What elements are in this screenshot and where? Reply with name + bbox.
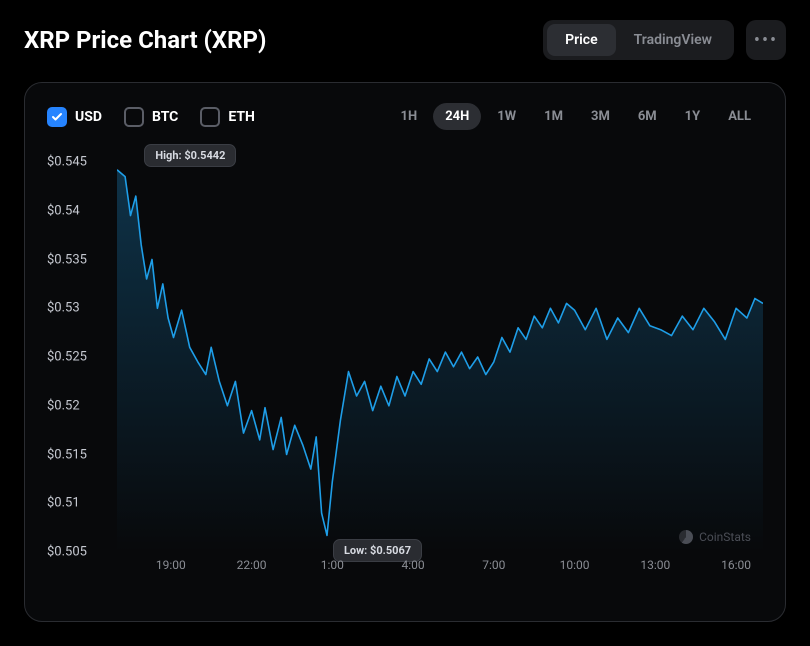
x-tick-label: 19:00 [156,558,186,572]
range-btn-6m[interactable]: 6M [626,103,669,130]
view-tabset: PriceTradingView [543,20,734,60]
chart-card: USD BTC ETH 1H24H1W1M3M6M1YALL $0.545 $0.54… [24,82,786,622]
checkbox-icon [47,107,67,127]
currency-toggle-btc[interactable]: BTC [124,107,178,127]
more-button[interactable]: ••• [746,20,786,60]
currency-toggle-eth[interactable]: ETH [200,107,255,127]
x-axis: 19:00 22:00 1:00 4:00 7:00 10:00 13:00 16:00 [117,558,763,582]
range-btn-1m[interactable]: 1M [532,103,575,130]
y-tick-label: $0.51 [47,496,80,511]
view-tab-tradingview[interactable]: TradingView [616,24,730,56]
y-tick-label: $0.505 [47,545,87,560]
coinstats-icon [679,530,693,544]
y-tick-label: $0.525 [47,350,87,365]
y-tick-label: $0.535 [47,252,87,267]
x-tick-label: 7:00 [482,558,505,572]
currency-label: ETH [228,109,255,125]
range-btn-3m[interactable]: 3M [579,103,622,130]
page-title: XRP Price Chart (XRP) [24,26,266,54]
chart-svg-wrap: High: $0.5442Low: $0.5067CoinStats [117,162,763,552]
y-axis: $0.545$0.54$0.535$0.53$0.525$0.52$0.515$… [47,162,107,552]
y-tick-label: $0.515 [47,447,87,462]
checkbox-icon [124,107,144,127]
watermark: CoinStats [679,530,751,544]
y-tick-label: $0.545 [47,155,87,170]
range-btn-24h[interactable]: 24H [433,103,481,130]
x-tick-label: 4:00 [402,558,425,572]
currency-label: BTC [152,109,178,125]
range-btn-all[interactable]: ALL [716,103,763,130]
checkbox-icon [200,107,220,127]
currency-toggle-usd[interactable]: USD [47,107,102,127]
range-btn-1h[interactable]: 1H [389,103,430,130]
watermark-label: CoinStats [699,530,751,544]
range-btn-1y[interactable]: 1Y [673,103,713,130]
currency-toggle-group: USD BTC ETH [47,107,255,127]
x-tick-label: 13:00 [640,558,670,572]
ellipsis-icon: ••• [754,30,778,51]
x-tick-label: 1:00 [321,558,344,572]
price-line-chart [117,162,763,552]
currency-label: USD [75,109,102,125]
high-annotation: High: $0.5442 [144,144,236,167]
range-btn-1w[interactable]: 1W [485,103,528,130]
x-tick-label: 22:00 [237,558,267,572]
chart-plot-area: $0.545$0.54$0.535$0.53$0.525$0.52$0.515$… [47,162,763,582]
x-tick-label: 16:00 [721,558,751,572]
x-tick-label: 10:00 [560,558,590,572]
y-tick-label: $0.54 [47,203,80,218]
view-tab-price[interactable]: Price [547,24,616,56]
y-tick-label: $0.53 [47,301,80,316]
y-tick-label: $0.52 [47,398,80,413]
time-range-group: 1H24H1W1M3M6M1YALL [389,103,763,130]
